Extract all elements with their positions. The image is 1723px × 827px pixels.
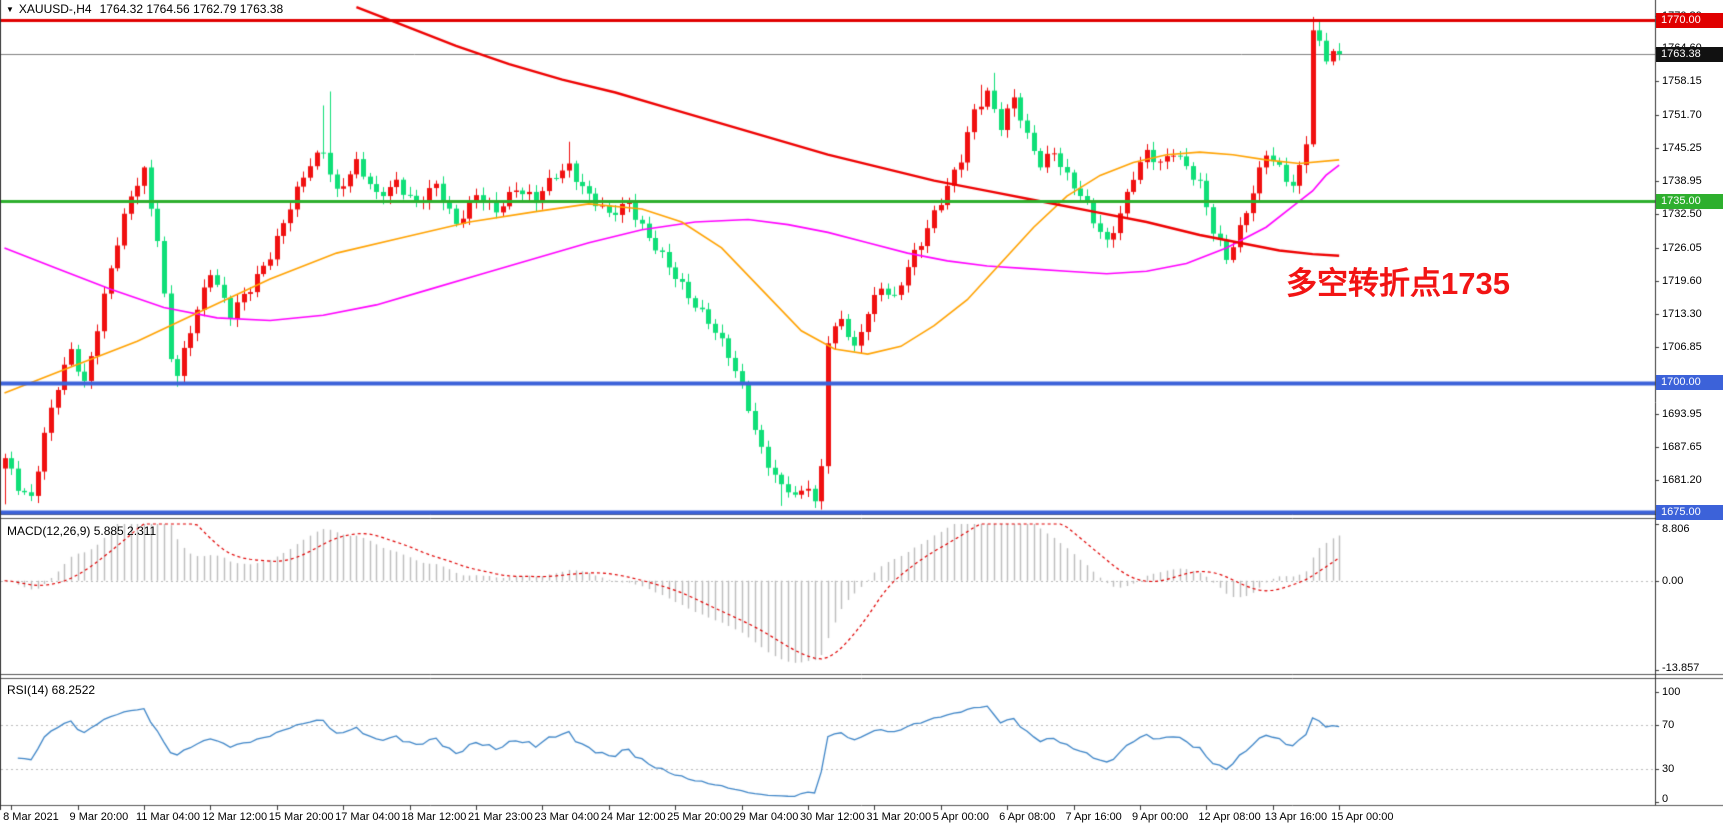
time-tick-label: 21 Mar 23:00: [467, 811, 533, 823]
price-tick-label: 1726.05: [1662, 241, 1702, 254]
price-tick-label: 1745.25: [1662, 142, 1702, 155]
price-tick-label: 1687.65: [1662, 440, 1702, 453]
time-tick-label: 18 Mar 12:00: [401, 811, 467, 823]
price-axis[interactable]: 1770.801764.601758.151751.701745.251738.…: [1655, 0, 1723, 827]
symbol-dropdown-icon[interactable]: ▼: [6, 5, 14, 14]
price-tick-label: 1732.50: [1662, 208, 1702, 221]
macd-scale-label: -13.857: [1662, 662, 1700, 674]
time-tick-label: 7 Apr 16:00: [1065, 811, 1122, 823]
time-tick-label: 12 Apr 08:00: [1198, 811, 1261, 823]
rsi-scale: 100 70 30 0: [1655, 0, 1723, 827]
symbol-period-label: XAUUSD-,H4: [18, 2, 92, 16]
time-tick-label: 12 Mar 12:00: [202, 811, 268, 823]
time-tick-label: 13 Apr 16:00: [1264, 811, 1328, 823]
annotation-text[interactable]: 多空转折点1735: [1286, 266, 1510, 301]
time-axis[interactable]: 8 Mar 2021 9 Mar 20:00 11 Mar 04:00 12 Mar …: [0, 806, 1655, 827]
current-price-badge: 1763.38: [1656, 46, 1723, 62]
price-tick-label: 1681.20: [1662, 473, 1702, 486]
time-tick-label: 9 Mar 20:00: [69, 811, 129, 823]
price-tick-label: 1706.85: [1662, 341, 1702, 354]
macd-scale: 8.806 0.00 -13.857: [1655, 0, 1723, 827]
time-tick-label: 15 Apr 00:00: [1331, 811, 1394, 823]
rsi-scale-label: 70: [1662, 719, 1675, 731]
price-tick-label: 1751.70: [1662, 108, 1702, 121]
chart-title: ▼ XAUUSD-,H4 1764.32 1764.56 1762.79 1763.…: [6, 2, 283, 16]
time-tick-label: 30 Mar 12:00: [799, 811, 865, 823]
time-tick-label: 6 Apr 08:00: [999, 811, 1056, 823]
time-tick-label: 31 Mar 20:00: [866, 811, 932, 823]
price-badge-pivot-1735: 1735.00: [1656, 193, 1723, 209]
time-tick-label: 24 Mar 12:00: [600, 811, 666, 823]
price-tick-label: 1693.95: [1662, 407, 1702, 420]
ohlc-readout: 1764.32 1764.56 1762.79 1763.38: [99, 2, 284, 16]
rsi-scale-label: 100: [1662, 686, 1681, 698]
time-tick-label: 11 Mar 04:00: [135, 811, 200, 823]
time-tick-label: 8 Mar 2021: [3, 811, 59, 823]
macd-indicator-label: MACD(12,26,9) 5.885 2.311: [7, 524, 157, 538]
time-tick-label: 29 Mar 04:00: [733, 811, 799, 823]
price-badge-support-1700: 1700.00: [1656, 375, 1723, 391]
price-tick-label: 1758.15: [1662, 75, 1702, 88]
time-tick-label: 23 Mar 04:00: [534, 811, 600, 823]
price-badge-support-1675: 1675.00: [1656, 504, 1723, 520]
price-tick-label: 1713.30: [1662, 307, 1702, 320]
rsi-indicator-label: RSI(14) 68.2522: [7, 683, 96, 697]
time-tick-label: 5 Apr 00:00: [932, 811, 990, 823]
time-tick-label: 9 Apr 00:00: [1131, 811, 1189, 823]
price-tick-label: 1719.60: [1662, 275, 1702, 288]
macd-scale-label: 8.806: [1662, 523, 1690, 535]
macd-scale-label: 0.00: [1662, 574, 1684, 587]
price-tick-label: 1738.95: [1662, 174, 1702, 187]
time-tick-label: 25 Mar 20:00: [667, 811, 732, 823]
rsi-scale-label: 0: [1662, 793, 1669, 805]
price-badge-resistance-1770: 1770.00: [1656, 12, 1723, 28]
time-tick-label: 15 Mar 20:00: [268, 811, 334, 823]
time-tick-label: 17 Mar 04:00: [335, 811, 400, 823]
rsi-scale-label: 30: [1662, 763, 1675, 775]
